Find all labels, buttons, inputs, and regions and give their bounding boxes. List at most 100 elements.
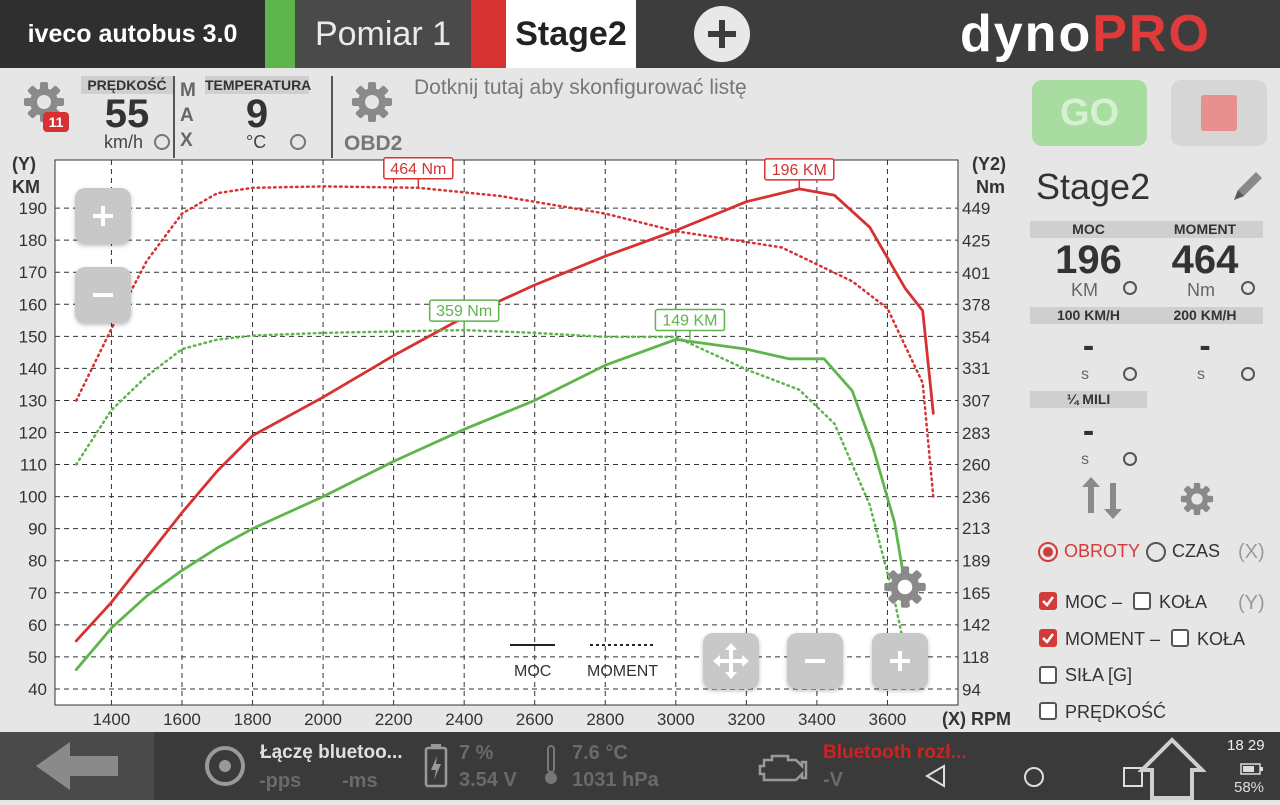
edit-name-button[interactable]: [1228, 166, 1264, 211]
gear-icon: [1180, 482, 1214, 516]
zoom-in-x-button[interactable]: [872, 633, 928, 689]
chart-settings-button[interactable]: [878, 560, 932, 619]
quarter-mile-value: -: [1082, 412, 1095, 450]
bluetooth-error: Bluetooth rozł...: [823, 742, 967, 763]
max-letter: A: [180, 105, 194, 126]
bluetooth-status: Łączę bluetoo...: [260, 742, 403, 763]
power-value: 196: [1055, 238, 1122, 282]
zoom-out-x-button[interactable]: [787, 633, 843, 689]
dynopro-logo: dynoPRO: [960, 4, 1211, 64]
nav-back-button[interactable]: [922, 762, 950, 795]
y2-tick-label: 378: [962, 295, 990, 314]
y2-tick-label: 425: [962, 232, 990, 251]
swap-button[interactable]: [1080, 475, 1126, 526]
x-axis-tag: (X): [1238, 541, 1265, 563]
y-tick-label: 80: [28, 552, 47, 571]
x-tick-label: 1600: [163, 710, 201, 729]
thermometer-icon: [540, 744, 564, 793]
minus-icon: [805, 659, 825, 663]
back-button[interactable]: [0, 732, 154, 800]
stopwatch-icon: [1123, 281, 1137, 295]
y-tick-label: 150: [19, 327, 47, 346]
checkbox-moment-label[interactable]: MOMENT: [1065, 629, 1145, 649]
series-line-pomiar-1-moc: [74, 338, 910, 672]
vehicle-title[interactable]: iveco autobus 3.0: [0, 0, 265, 68]
radio-obroty[interactable]: [1038, 542, 1058, 562]
zoom-in-y-button[interactable]: [75, 188, 131, 244]
peak-annotation-label: 149 KM: [662, 313, 717, 330]
stop-button[interactable]: [1171, 80, 1267, 146]
y-tick-label: 120: [19, 424, 47, 443]
checkbox-predkosc-label[interactable]: PRĘDKOŚĆ: [1065, 702, 1167, 722]
x-tick-label: 1400: [93, 710, 131, 729]
battery-percent: 7 %: [459, 742, 494, 764]
obd-voltage: -V: [823, 769, 843, 791]
swap-arrows-icon: [1082, 477, 1122, 519]
x-tick-label: 1800: [234, 710, 272, 729]
checkbox-predkosc[interactable]: [1039, 702, 1057, 720]
series-line-stage2-moment: [74, 185, 935, 499]
checkbox-moc[interactable]: [1039, 592, 1057, 610]
x-tick-label: 3200: [727, 710, 765, 729]
y-tick-label: 140: [19, 359, 47, 378]
air-pressure: 1031 hPa: [572, 769, 659, 791]
add-tab-button[interactable]: [694, 6, 750, 62]
circle-home-icon: [1024, 767, 1044, 787]
pps-readout: -pps: [259, 770, 302, 792]
torque-value: 464: [1171, 238, 1239, 282]
gear-icon: [352, 82, 392, 122]
checkbox-sila[interactable]: [1039, 666, 1057, 684]
checkbox-moment[interactable]: [1039, 629, 1057, 647]
legend-torque-label: MOMENT: [587, 663, 658, 680]
check-icon: [1042, 633, 1054, 644]
torque-unit: Nm: [1187, 280, 1215, 300]
device-battery-percent: 58%: [1234, 779, 1265, 796]
x-tick-label: 3400: [798, 710, 836, 729]
x-tick-label: 3000: [657, 710, 695, 729]
radio-czas-label[interactable]: CZAS: [1172, 541, 1221, 561]
y-tick-label: 190: [19, 199, 47, 218]
y-tick-label: 40: [28, 680, 47, 699]
t100-value: -: [1082, 327, 1095, 365]
stop-icon: [1201, 95, 1237, 131]
dash: –: [1112, 592, 1123, 612]
dash: –: [1150, 629, 1161, 649]
radio-czas[interactable]: [1146, 542, 1166, 562]
y2-tick-label: 354: [962, 328, 990, 347]
y2-tick-label: 189: [962, 552, 990, 571]
t200-unit: s: [1197, 366, 1205, 383]
tab-stage2[interactable]: Stage2: [506, 0, 636, 68]
obd-settings-button[interactable]: [346, 78, 398, 135]
t100-label: 100 KM/H: [1030, 307, 1147, 324]
nav-home-button[interactable]: [1021, 764, 1047, 795]
checkbox-sila-label[interactable]: SIŁA [G]: [1065, 665, 1133, 685]
nav-recents-button[interactable]: [1120, 764, 1146, 795]
ambient-temperature: 7.6 °C: [572, 742, 628, 764]
checkbox-moment-kola-label[interactable]: KOŁA: [1197, 629, 1246, 649]
y2-tick-label: 331: [962, 359, 990, 378]
checkbox-moc-kola-label[interactable]: KOŁA: [1159, 592, 1208, 612]
y-tick-label: 180: [19, 231, 47, 250]
stopwatch-icon: [1123, 367, 1137, 381]
radio-obroty-label[interactable]: OBROTY: [1064, 541, 1141, 561]
y2-tick-label: 165: [962, 584, 990, 603]
square-recents-icon: [1123, 767, 1143, 787]
pencil-icon: [1234, 172, 1262, 200]
peak-annotation-label: 196 KM: [772, 162, 827, 179]
gauge-settings-button[interactable]: [20, 78, 72, 135]
zoom-out-y-button[interactable]: [75, 267, 131, 323]
stopwatch-icon: [1241, 281, 1255, 295]
config-list-hint[interactable]: Dotknij tutaj aby skonfigurować listę: [414, 76, 747, 99]
checkbox-moment-kola[interactable]: [1171, 629, 1189, 647]
pan-button[interactable]: [703, 633, 759, 689]
house-icon: [1137, 737, 1207, 800]
dyno-chart[interactable]: 1400 1600 1800 2000 2200 2400 2600 2800 3000 3200…: [0, 150, 1030, 732]
panel-settings-button[interactable]: [1176, 478, 1218, 525]
y-axis-unit: KM: [12, 177, 40, 197]
go-button[interactable]: GO: [1032, 80, 1147, 146]
checkbox-moc-label[interactable]: MOC: [1065, 592, 1107, 612]
app-home-button[interactable]: [1137, 736, 1207, 805]
tab-pomiar1[interactable]: Pomiar 1: [295, 0, 471, 68]
checkbox-moc-kola[interactable]: [1133, 592, 1151, 610]
y2-tick-label: 213: [962, 519, 990, 538]
